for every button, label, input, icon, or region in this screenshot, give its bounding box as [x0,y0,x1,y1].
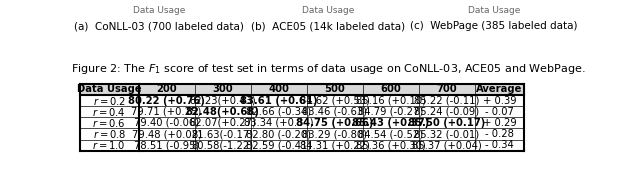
Text: - 0.34: - 0.34 [485,140,514,150]
Text: 82.80 (-0.20): 82.80 (-0.20) [246,129,311,139]
Text: 85.32 (-0.01): 85.32 (-0.01) [414,129,479,139]
Bar [80,140,524,151]
Text: - 0.28: - 0.28 [485,129,514,139]
Text: + 0.39: + 0.39 [483,96,516,106]
Text: Data Usage: Data Usage [77,84,141,94]
Bar [80,117,524,128]
Text: $r = 0.4$: $r = 0.4$ [92,106,126,118]
Text: 82.66 (-0.34): 82.66 (-0.34) [246,107,311,117]
Text: $r = 0.2$: $r = 0.2$ [93,95,125,107]
Text: 83.61 (+0.61): 83.61 (+0.61) [240,96,317,106]
Text: 82.48(+0.68): 82.48(+0.68) [186,107,260,117]
Text: 80.58(-1.22): 80.58(-1.22) [191,140,253,150]
Text: 82.59 (-0.41): 82.59 (-0.41) [246,140,311,150]
Text: - 0.07: - 0.07 [485,107,514,117]
Text: 400: 400 [268,84,289,94]
Text: 81.63(-0.17): 81.63(-0.17) [191,129,253,139]
Text: 79.48 (+0.02): 79.48 (+0.02) [132,129,202,139]
Text: Data Usage: Data Usage [133,6,186,15]
Text: 84.62 (+0.53): 84.62 (+0.53) [300,96,370,106]
Text: (a)  CoNLL-03 (700 labeled data): (a) CoNLL-03 (700 labeled data) [74,21,244,31]
Text: 84.79 (-0.27): 84.79 (-0.27) [358,107,424,117]
Bar [80,128,524,140]
Text: 85.24 (-0.09): 85.24 (-0.09) [414,107,479,117]
Text: 84.31 (+0.22): 84.31 (+0.22) [300,140,370,150]
Text: (b)  ACE05 (14k labeled data): (b) ACE05 (14k labeled data) [251,21,405,31]
Text: (c)  WebPage (385 labeled data): (c) WebPage (385 labeled data) [410,21,578,31]
Bar [80,84,524,95]
Text: 85.37 (+0.04): 85.37 (+0.04) [412,140,482,150]
Text: 500: 500 [324,84,345,94]
Text: 700: 700 [436,84,457,94]
Text: 84.75 (+0.66): 84.75 (+0.66) [296,118,373,128]
Text: 79.71 (+0.25): 79.71 (+0.25) [131,107,202,117]
Bar [80,95,524,106]
Text: 83.34 (+0.34): 83.34 (+0.34) [244,118,314,128]
Text: 83.29 (-0.80): 83.29 (-0.80) [302,129,367,139]
Text: 300: 300 [212,84,233,94]
Text: Figure 2: The $F_1$ score of test set in terms of data usage on CoNLL-03, ACE05 : Figure 2: The $F_1$ score of test set in… [71,62,585,76]
Text: 80.22 (+0.76): 80.22 (+0.76) [128,96,205,106]
Text: 85.50 (+0.17): 85.50 (+0.17) [408,118,485,128]
Text: $r = 1.0$: $r = 1.0$ [93,139,126,151]
Text: 600: 600 [380,84,401,94]
Text: 200: 200 [156,84,177,94]
Text: 85.16 (+0.10): 85.16 (+0.10) [356,96,426,106]
Text: 82.07(+0.27): 82.07(+0.27) [189,118,256,128]
Text: 78.51 (-0.95): 78.51 (-0.95) [134,140,199,150]
Text: 84.54 (-0.52): 84.54 (-0.52) [358,129,423,139]
Text: 83.46 (-0.63): 83.46 (-0.63) [302,107,367,117]
Text: $r = 0.8$: $r = 0.8$ [93,128,126,140]
Text: 79.40 (-0.06): 79.40 (-0.06) [134,118,199,128]
Text: 85.36 (+0.30): 85.36 (+0.30) [356,140,426,150]
Text: 82.23(+0.43): 82.23(+0.43) [189,96,256,106]
Text: Average: Average [476,84,523,94]
Bar [80,106,524,117]
Text: Data Usage: Data Usage [468,6,520,15]
Text: Data Usage: Data Usage [302,6,354,15]
Text: $r = 0.6$: $r = 0.6$ [92,117,126,129]
Text: 85.22 (-0.11): 85.22 (-0.11) [414,96,479,106]
Text: 85.43 (+0.37): 85.43 (+0.37) [352,118,429,128]
Text: + 0.29: + 0.29 [483,118,516,128]
